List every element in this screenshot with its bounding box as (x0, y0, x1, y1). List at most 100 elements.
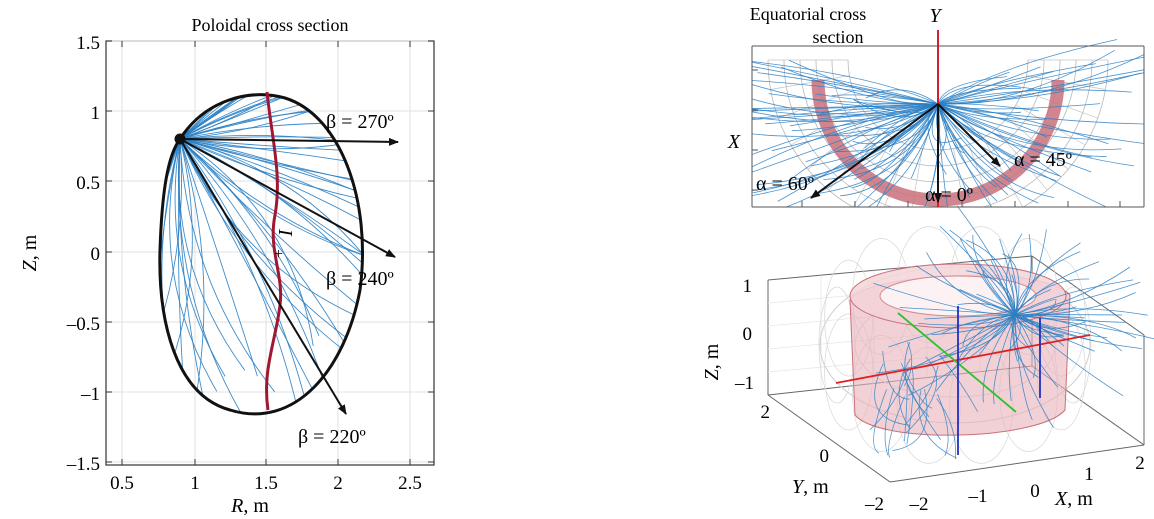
field-line (921, 314, 1016, 369)
x-tick-1: 1 (190, 473, 200, 494)
field-line (179, 138, 363, 282)
field-line (937, 103, 1039, 112)
field-line (1014, 314, 1086, 329)
field-line (752, 103, 939, 155)
z-tick-1: 1 (743, 276, 753, 297)
field-line (852, 103, 939, 110)
field-line (937, 84, 1035, 105)
field-line (752, 103, 939, 112)
field-line (937, 69, 1144, 105)
field-line (937, 103, 1055, 198)
y-tick-1: 1 (91, 103, 101, 124)
field-line (993, 314, 1016, 405)
field-line (937, 103, 1101, 110)
x-tick-1-5: 1.5 (254, 473, 278, 494)
equatorial-title-line2: section (813, 27, 864, 47)
y-tick-minus-0-5: –0.5 (66, 314, 100, 335)
field-line (179, 138, 320, 336)
field-line (937, 56, 1144, 105)
z-tick-0: 0 (743, 324, 753, 345)
field-line (1014, 279, 1134, 316)
field-line (956, 205, 1016, 316)
field-line (906, 365, 939, 424)
field-line (937, 103, 1013, 182)
field-line (179, 138, 363, 327)
poloidal-grid (106, 40, 434, 465)
field-line (1014, 308, 1148, 316)
field-line (892, 389, 928, 451)
field-line (179, 94, 363, 140)
field-line (756, 103, 939, 186)
field-line (752, 103, 939, 123)
field-line (918, 314, 1016, 326)
field-line (179, 136, 363, 144)
poloidal-field-lines (159, 94, 363, 414)
x-tick-0: 0 (1030, 481, 1040, 502)
field-line (159, 138, 181, 311)
field-line (159, 138, 181, 407)
poloidal-x-axis-label: R, m (230, 495, 269, 517)
field-line (1014, 314, 1124, 397)
field-line (937, 103, 1092, 173)
field-line (757, 72, 939, 105)
field-line (179, 138, 205, 400)
field-line (937, 103, 965, 154)
field-line (937, 66, 1041, 105)
field-line (179, 94, 363, 140)
field-line (936, 103, 974, 194)
mesh-spoke (770, 75, 850, 90)
alpha-45-label: α = 45º (1014, 149, 1072, 171)
field-line (882, 350, 910, 400)
field-line (906, 356, 937, 433)
field-line (177, 138, 185, 396)
field-line (1014, 314, 1143, 349)
field-line (179, 138, 258, 377)
mesh-spoke (911, 148, 923, 207)
x-axis-label-3d: X, m (1054, 488, 1093, 510)
z-axis-label-3d: Z, m (701, 343, 723, 380)
poloidal-plot-frame (105, 40, 435, 466)
field-line (926, 252, 1016, 316)
field-line (1014, 299, 1057, 316)
y-tick-2: 2 (761, 402, 771, 423)
poloidal-title: Poloidal cross section (192, 15, 349, 35)
mesh-spoke (953, 148, 965, 207)
field-line (937, 103, 1108, 207)
equatorial-panel: Equatorial cross section Y X α = 60º α =… (727, 4, 1145, 208)
field-line (937, 76, 1008, 105)
field-line (937, 103, 1012, 172)
field-line (169, 138, 218, 392)
x-tick-2: 2 (1135, 453, 1145, 474)
field-line (856, 103, 939, 207)
torus-field-lines (869, 205, 1154, 460)
center-plus-mark: + (274, 246, 283, 263)
field-line (876, 103, 939, 207)
mesh-arc (783, 59, 1093, 207)
mesh-ring (818, 286, 856, 404)
y-axis-line-3d (897, 312, 1017, 413)
mesh-spoke (1026, 75, 1106, 90)
field-line (771, 103, 939, 152)
x-tick-2-5: 2.5 (398, 473, 422, 494)
field-line (937, 103, 1092, 158)
mesh-arc (767, 59, 1109, 207)
field-line (1014, 278, 1090, 316)
field-line (752, 103, 939, 123)
equatorial-x-axis-label: X (727, 131, 741, 153)
field-line (906, 367, 914, 445)
poloidal-tick-labels: 1.5 1 0.5 0 –0.5 –1 –1.5 0.5 1 1.5 2 2.5 (66, 33, 422, 494)
field-line (975, 260, 1016, 316)
field-line (1008, 253, 1018, 316)
field-line (869, 369, 908, 431)
field-line (179, 138, 363, 185)
field-line (982, 314, 1016, 403)
poloidal-panel: Poloidal cross section I + β = 270º β = … (19, 15, 435, 517)
field-line (1014, 314, 1054, 428)
field-line (159, 138, 181, 414)
field-line (179, 138, 358, 317)
field-line (752, 80, 939, 105)
beta-270-label: β = 270º (326, 111, 394, 133)
field-line (935, 314, 1016, 392)
field-line (1008, 314, 1021, 351)
field-line (959, 238, 1016, 316)
